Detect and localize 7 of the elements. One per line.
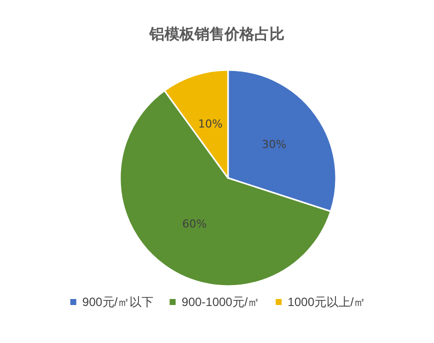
data-label: 30% [262, 138, 286, 151]
data-label: 60% [182, 218, 207, 231]
chart-title: 铝模板销售价格占比 [148, 26, 284, 43]
legend-label: 1000元以上/㎡ [288, 295, 366, 309]
legend-label: 900元/㎡以下 [82, 295, 154, 309]
legend-label: 900-1000元/㎡ [182, 295, 260, 309]
data-label: 10% [198, 117, 223, 130]
